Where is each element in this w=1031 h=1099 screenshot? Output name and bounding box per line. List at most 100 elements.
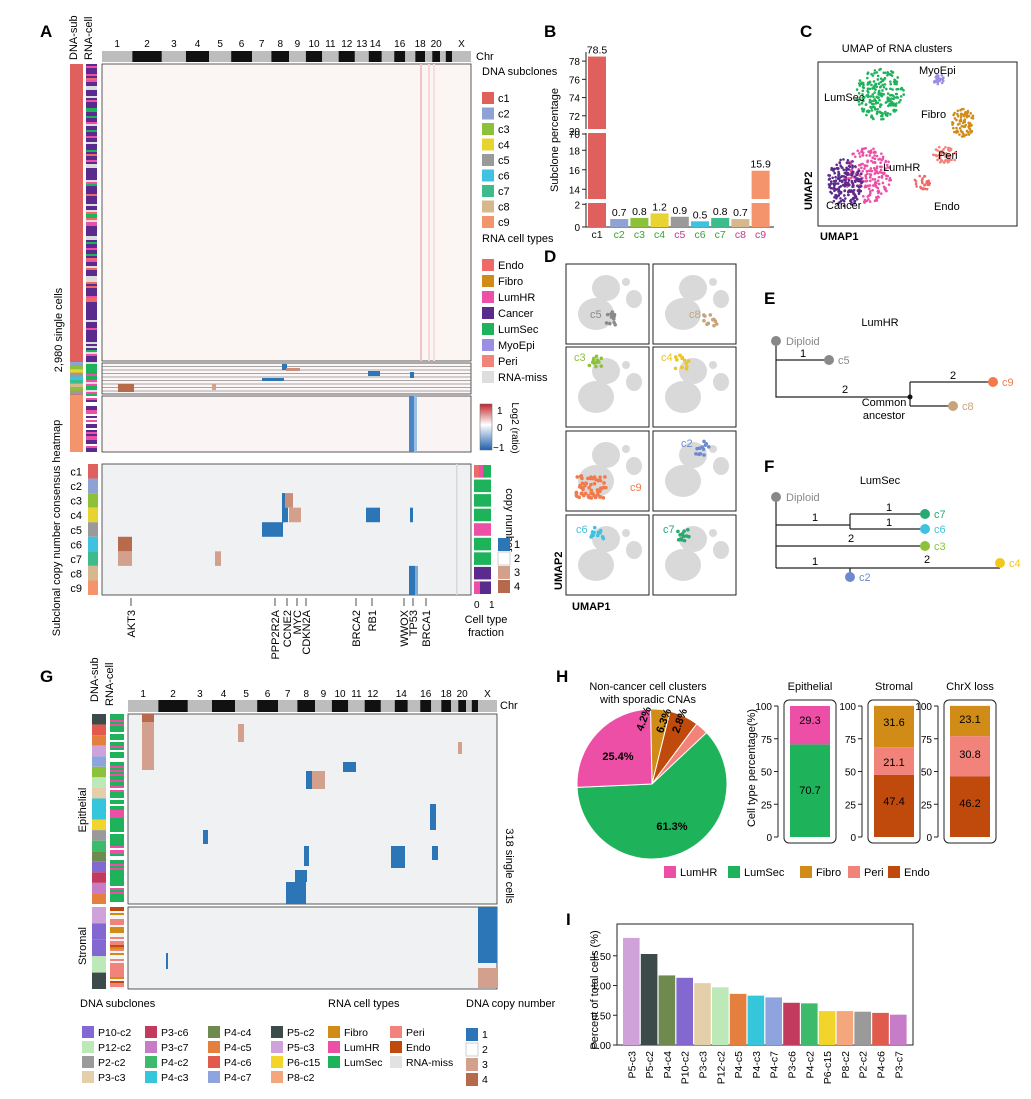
c-point — [853, 175, 857, 178]
g-dna-strip-cell — [92, 893, 106, 904]
c-point — [856, 177, 859, 181]
c-point — [938, 145, 941, 149]
f-branch-1: 1 — [812, 512, 818, 524]
chr-label-18: 18 — [415, 39, 427, 50]
rna-strip-cell — [86, 262, 97, 264]
c-point — [848, 165, 852, 169]
h-legend-label-Endo: Endo — [904, 867, 930, 879]
a-fraction-tick-1: 1 — [489, 600, 495, 611]
chr-segment-5 — [209, 51, 232, 62]
g-legend-swatch-LumSec — [328, 1056, 340, 1068]
c-point — [891, 71, 894, 74]
c-point — [956, 123, 960, 126]
i-cat-P4-c5: P4-c5 — [733, 1051, 745, 1079]
h-bar-frame — [783, 699, 837, 844]
rna-strip-cell — [86, 140, 97, 142]
d-point — [592, 361, 596, 365]
consensus-color-c7 — [88, 551, 98, 566]
rna-strip-cell — [86, 198, 97, 200]
a-colorbar-title: Log2 (ratio) — [509, 402, 520, 453]
g-rna-strip-cell — [110, 969, 124, 971]
g-rna-strip-cell — [110, 961, 124, 963]
rna-strip-cell — [86, 238, 97, 240]
d-silhouette — [626, 541, 642, 559]
d-point — [598, 475, 602, 480]
g-rna-strip-cell — [110, 730, 124, 732]
g-rna-strip-cell — [110, 892, 124, 894]
c-point — [858, 185, 862, 189]
d-silhouette — [578, 549, 614, 581]
c-point — [844, 172, 848, 176]
g-rna-strip-cell — [110, 814, 124, 816]
g-rna-strip-cell — [110, 852, 124, 854]
d-point — [584, 481, 588, 485]
c-point — [855, 197, 859, 201]
c-point — [868, 200, 872, 203]
d-silhouette — [626, 457, 642, 475]
d-tile-c6: c6 — [565, 514, 650, 596]
b-tick-label: 16 — [569, 166, 581, 177]
d-silhouette — [578, 298, 614, 330]
i-cat-P4-c4: P4-c4 — [662, 1051, 674, 1079]
d-point — [703, 443, 708, 447]
rna-strip-cell — [86, 168, 97, 170]
d-silhouette — [665, 381, 701, 413]
c-point — [891, 88, 894, 91]
chr-label-18: 18 — [441, 689, 453, 700]
c-point — [875, 71, 879, 74]
g-rna-strip-cell — [110, 907, 124, 909]
b-y-label: Subclone percentage — [549, 88, 561, 192]
d-point — [682, 529, 686, 533]
g-group-epithelial: Epithelial — [77, 788, 89, 833]
b-value-c6: 0.5 — [693, 209, 708, 221]
h-legend-swatch-LumHR — [664, 866, 676, 878]
g-rna-strip-cell — [110, 762, 124, 764]
c-point — [855, 88, 859, 91]
panel-e: LumHR Diploid c5 Common ancestor c9 c8 1… — [771, 317, 1014, 422]
rna-strip-cell — [86, 292, 97, 294]
legend-swatch-Fibro — [482, 275, 494, 287]
c-point — [879, 192, 883, 195]
chr-segment-3 — [161, 51, 186, 62]
rna-strip-cell — [86, 94, 97, 96]
g-dna-strip-cell — [92, 735, 106, 746]
fraction-bar-c1-mix2 — [479, 465, 483, 478]
b-break-1 — [580, 129, 770, 133]
c-point — [836, 202, 839, 206]
g-dna-strip-cell — [92, 809, 106, 820]
legend-swatch-c5 — [482, 154, 494, 166]
g-rna-strip-cell — [110, 947, 124, 949]
i-tick-label: 1.50 — [592, 952, 612, 963]
a-legend-rna-types: Endo Fibro LumHR Cancer LumSec MyoEpi Peri RNA-… — [482, 259, 548, 384]
g-rna-strip-cell — [110, 784, 124, 786]
rna-strip-cell — [86, 96, 97, 98]
c-point — [869, 95, 873, 98]
rna-strip-cell — [86, 426, 97, 428]
g-rna-strip-cell — [110, 862, 124, 864]
c-point — [838, 161, 842, 165]
rna-strip-cell — [86, 148, 97, 150]
c-point — [965, 133, 968, 137]
h-bar-value: 23.1 — [959, 714, 980, 726]
c-point — [931, 153, 935, 157]
d-point — [712, 317, 716, 322]
c-point — [958, 126, 962, 130]
d-point — [684, 361, 689, 365]
d-tile-c5: c5 — [565, 263, 650, 345]
rna-strip-cell — [86, 430, 97, 432]
c-point — [873, 69, 877, 72]
g-rna-strip-cell — [110, 770, 124, 772]
chr-label-10: 10 — [308, 39, 320, 50]
g-rna-strip-cell — [110, 874, 124, 876]
h-pie-slice-LumHR — [576, 708, 653, 788]
g-rna-strip-cell — [110, 939, 124, 941]
chr-segment-14 — [394, 700, 408, 712]
c-point — [886, 174, 890, 178]
h-bar-value: 47.4 — [883, 796, 904, 808]
h-bar-seg-ChrX loss-Fibro — [950, 705, 990, 737]
rna-strip-cell — [86, 134, 97, 136]
c-point — [843, 197, 847, 200]
rna-strip-cell — [86, 264, 97, 266]
c-point — [840, 179, 844, 182]
